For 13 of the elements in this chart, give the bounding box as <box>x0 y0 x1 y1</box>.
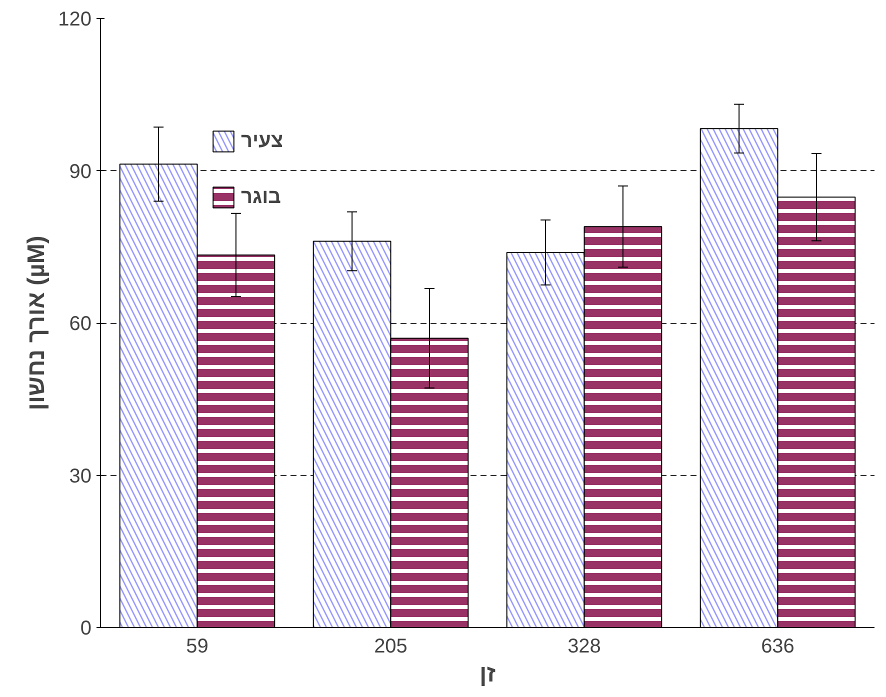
x-tick-label: 59 <box>186 636 208 658</box>
legend-label: צעיר <box>241 130 284 152</box>
y-axis-title: אורך נחשון (µM) <box>23 236 50 410</box>
x-tick-label: 205 <box>374 636 408 658</box>
y-tick-label: 120 <box>58 8 92 30</box>
y-tick-label: 30 <box>69 465 92 488</box>
x-tick-label: 636 <box>761 636 794 658</box>
y-tick-label: 0 <box>80 618 92 640</box>
legend-label: בוגר <box>241 186 281 208</box>
y-tick-label: 90 <box>69 160 92 183</box>
x-tick-label: 328 <box>568 636 601 658</box>
x-axis-title: זן <box>479 660 496 688</box>
y-tick-label: 60 <box>69 313 92 335</box>
